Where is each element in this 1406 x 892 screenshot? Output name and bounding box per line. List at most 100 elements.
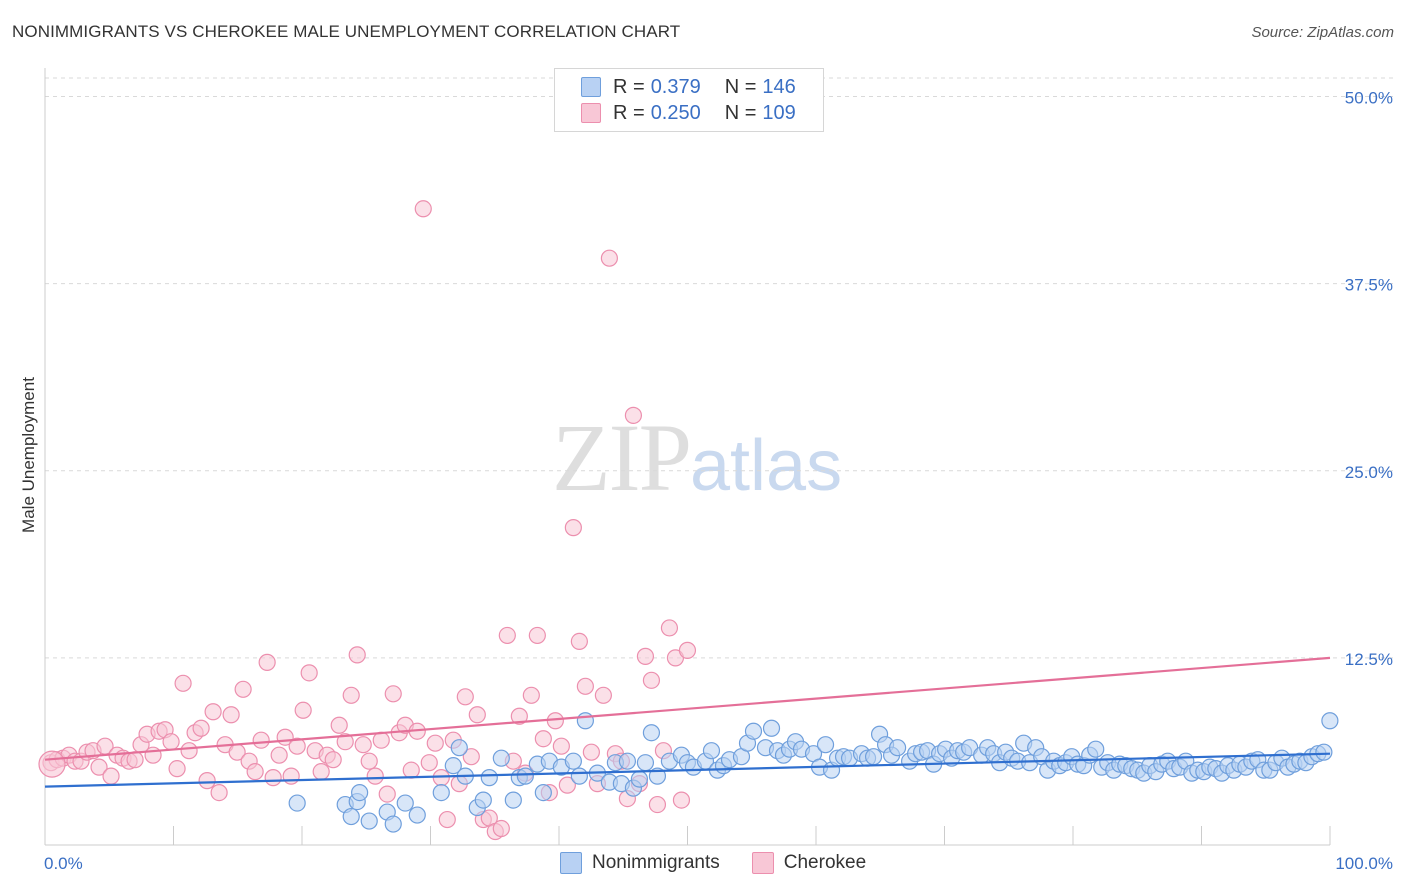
point-cherokee xyxy=(252,731,270,749)
point-cherokee xyxy=(636,647,655,665)
y-tick-label: 12.5% xyxy=(1345,650,1393,669)
point-nonimmigrants xyxy=(576,712,594,730)
point-nonimmigrants xyxy=(360,812,378,830)
point-cherokee xyxy=(300,664,318,682)
legend-swatch-pink xyxy=(581,103,601,123)
point-cherokee xyxy=(336,733,354,751)
legend-swatch-blue xyxy=(560,852,582,874)
point-nonimmigrants xyxy=(642,724,661,742)
point-nonimmigrants xyxy=(492,749,510,767)
legend-label: Cherokee xyxy=(783,852,867,873)
point-cherokee xyxy=(192,719,210,737)
point-nonimmigrants xyxy=(351,784,369,802)
point-cherokee xyxy=(312,763,330,781)
point-cherokee xyxy=(648,795,667,814)
legend-swatch-blue xyxy=(581,77,601,97)
series-legend: Nonimmigrants Cherokee xyxy=(560,852,898,874)
point-cherokee xyxy=(594,686,612,704)
point-cherokee xyxy=(564,519,582,537)
legend-row-cherokee: R = 0.250 N = 109 xyxy=(581,101,796,125)
point-cherokee xyxy=(360,752,378,770)
point-cherokee xyxy=(348,646,366,664)
point-nonimmigrants xyxy=(432,784,450,802)
point-cherokee xyxy=(198,772,216,790)
point-cherokee xyxy=(660,619,679,637)
x-tick-label: 100.0% xyxy=(1335,854,1393,873)
point-nonimmigrants xyxy=(288,794,306,812)
point-cherokee xyxy=(558,776,576,794)
legend-item-cherokee: Cherokee xyxy=(751,852,867,874)
point-cherokee xyxy=(204,703,222,721)
watermark-zip: ZIP xyxy=(552,404,692,511)
axes xyxy=(44,68,1331,846)
watermark: ZIPatlas xyxy=(552,402,842,513)
legend-item-nonimmigrants: Nonimmigrants xyxy=(560,852,720,874)
point-nonimmigrants xyxy=(396,794,414,812)
point-cherokee xyxy=(528,626,546,645)
point-cherokee xyxy=(174,674,192,692)
point-cherokee xyxy=(462,748,480,766)
legend-r-value: 0.250 xyxy=(650,101,701,124)
point-nonimmigrants xyxy=(474,791,492,809)
tick-labels: 12.5% 25.0% 37.5% 50.0% 0.0% 100.0% xyxy=(44,89,1393,874)
point-cherokee xyxy=(456,688,474,706)
legend-n-value: 146 xyxy=(762,75,796,98)
point-nonimmigrants xyxy=(762,719,781,737)
point-nonimmigrants xyxy=(816,736,835,754)
point-cherokee xyxy=(366,767,384,785)
point-cherokee xyxy=(38,750,66,778)
point-cherokee xyxy=(570,632,588,651)
legend-r-label: R = xyxy=(613,101,645,124)
point-cherokee xyxy=(180,742,198,760)
legend-r-label: R = xyxy=(613,75,645,98)
point-cherokee xyxy=(678,641,697,659)
point-nonimmigrants xyxy=(888,739,907,757)
point-cherokee xyxy=(438,810,456,829)
point-cherokee xyxy=(330,716,348,734)
point-cherokee xyxy=(90,758,108,776)
legend-n-label: N = xyxy=(724,101,757,124)
point-cherokee xyxy=(372,731,390,749)
chart-title: NONIMMIGRANTS VS CHEROKEE MALE UNEMPLOYM… xyxy=(12,22,681,41)
trend-line-cherokee xyxy=(44,656,1331,761)
point-cherokee xyxy=(534,730,552,748)
grid-lines xyxy=(45,77,1395,659)
point-cherokee xyxy=(210,784,228,802)
legend-n-value: 109 xyxy=(762,101,796,124)
point-cherokee xyxy=(294,701,312,719)
point-cherokee xyxy=(264,769,282,787)
point-cherokee xyxy=(522,686,540,704)
point-nonimmigrants xyxy=(480,769,498,787)
legend-r-value: 0.379 xyxy=(650,75,701,98)
point-cherokee xyxy=(552,737,570,755)
point-nonimmigrants xyxy=(384,815,402,833)
point-cherokee xyxy=(510,707,528,725)
point-cherokee xyxy=(324,751,342,769)
y-tick-label: 25.0% xyxy=(1345,463,1393,482)
point-cherokee xyxy=(222,706,240,724)
point-cherokee xyxy=(378,785,396,803)
point-cherokee xyxy=(342,686,360,704)
legend-row-nonimmigrants: R = 0.379 N = 146 xyxy=(581,75,796,99)
point-nonimmigrants xyxy=(534,784,552,802)
point-cherokee xyxy=(258,653,276,671)
point-cherokee xyxy=(282,767,300,785)
point-cherokee xyxy=(234,680,252,698)
point-nonimmigrants xyxy=(444,757,462,775)
y-tick-label: 37.5% xyxy=(1345,276,1393,295)
point-cherokee xyxy=(246,763,264,781)
trend-line-nonimmigrants xyxy=(44,752,1331,788)
point-nonimmigrants xyxy=(618,752,637,770)
source-label: Source: ZipAtlas.com xyxy=(1251,24,1394,41)
point-cherokee xyxy=(162,733,180,751)
point-nonimmigrants xyxy=(516,767,534,785)
point-cherokee xyxy=(642,671,661,689)
point-cherokee xyxy=(672,791,691,809)
point-nonimmigrants xyxy=(636,754,655,772)
point-cherokee xyxy=(492,819,510,838)
point-cherokee xyxy=(414,200,432,218)
point-cherokee xyxy=(468,706,486,724)
legend-swatch-pink xyxy=(751,852,774,874)
point-nonimmigrants xyxy=(1321,712,1339,730)
point-nonimmigrants xyxy=(504,791,522,809)
